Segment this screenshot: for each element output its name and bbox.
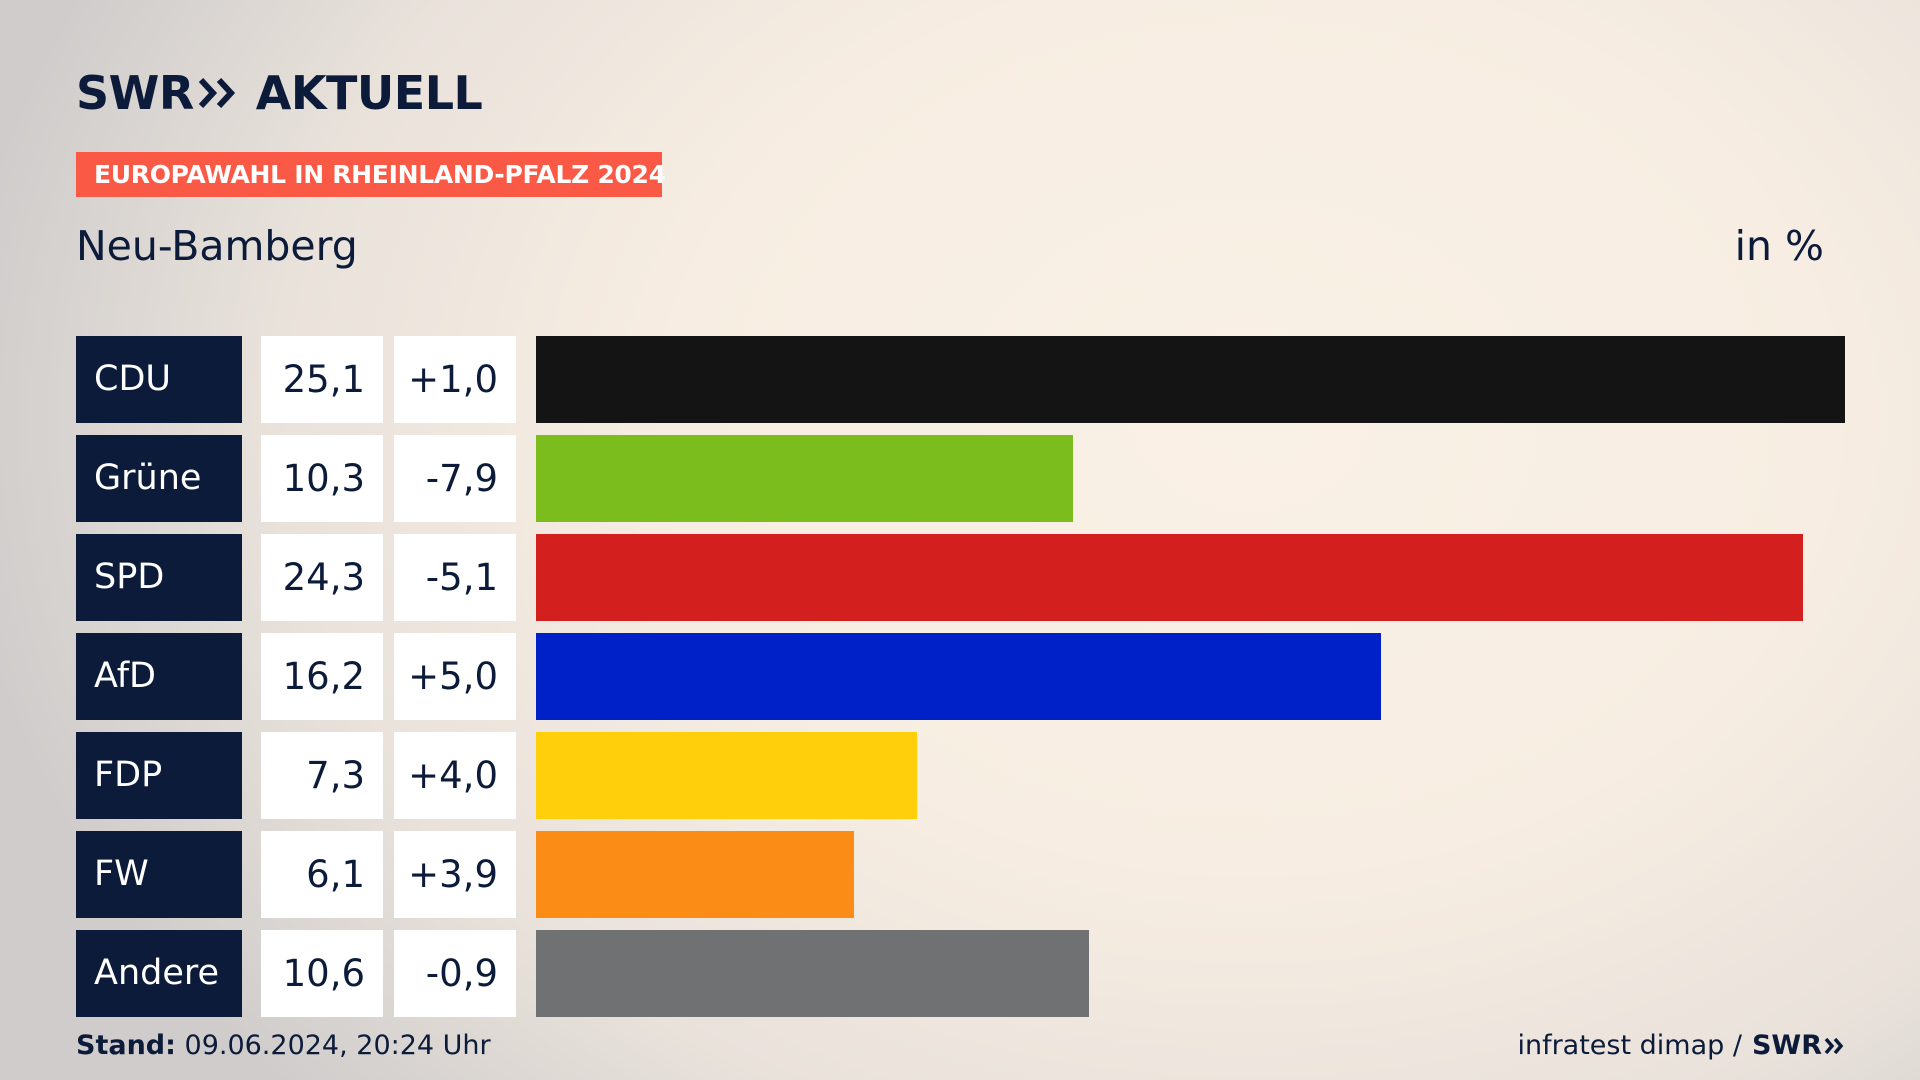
timestamp: Stand: 09.06.2024, 20:24 Uhr xyxy=(76,1030,491,1061)
result-row: FDP 7,3 +4,0 xyxy=(0,732,1920,819)
vote-share-label: 25,1 xyxy=(261,336,383,423)
result-row: Andere 10,6 -0,9 xyxy=(0,930,1920,1017)
vote-share-label: 10,3 xyxy=(261,435,383,522)
party-label: SPD xyxy=(76,534,242,621)
result-row: AfD 16,2 +5,0 xyxy=(0,633,1920,720)
logo-aktuell-text: AKTUELL xyxy=(255,66,483,120)
result-bar xyxy=(536,732,917,819)
double-chevron-icon xyxy=(1824,1037,1844,1054)
result-row: CDU 25,1 +1,0 xyxy=(0,336,1920,423)
vote-share-label: 16,2 xyxy=(261,633,383,720)
vote-share-label: 7,3 xyxy=(261,732,383,819)
party-label: CDU xyxy=(76,336,242,423)
mini-logo-text: SWR xyxy=(1751,1030,1822,1061)
result-bar xyxy=(536,930,1089,1017)
vote-share-label: 24,3 xyxy=(261,534,383,621)
party-label: FW xyxy=(76,831,242,918)
result-bar xyxy=(536,336,1845,423)
result-bar xyxy=(536,633,1381,720)
party-label: FDP xyxy=(76,732,242,819)
result-row: FW 6,1 +3,9 xyxy=(0,831,1920,918)
change-label: -0,9 xyxy=(394,930,516,1017)
result-bar xyxy=(536,435,1073,522)
result-bar xyxy=(536,534,1803,621)
source-text: infratest dimap / xyxy=(1517,1030,1742,1061)
unit-label: in % xyxy=(1734,222,1824,270)
change-label: +5,0 xyxy=(394,633,516,720)
swr-aktuell-logo: SWR AKTUELL xyxy=(76,66,483,120)
change-label: +1,0 xyxy=(394,336,516,423)
double-chevron-icon xyxy=(198,77,235,109)
vote-share-label: 10,6 xyxy=(261,930,383,1017)
region-title: Neu-Bamberg xyxy=(76,222,358,270)
swr-mini-logo: SWR xyxy=(1752,1030,1846,1061)
party-label: Grüne xyxy=(76,435,242,522)
result-row: Grüne 10,3 -7,9 xyxy=(0,435,1920,522)
logo-swr-text: SWR xyxy=(76,66,194,120)
change-label: -5,1 xyxy=(394,534,516,621)
source-credit: infratest dimap / SWR xyxy=(1517,1030,1846,1061)
party-label: Andere xyxy=(76,930,242,1017)
result-bar xyxy=(536,831,854,918)
timestamp-label: Stand: xyxy=(76,1030,176,1061)
result-row: SPD 24,3 -5,1 xyxy=(0,534,1920,621)
change-label: +4,0 xyxy=(394,732,516,819)
change-label: +3,9 xyxy=(394,831,516,918)
party-label: AfD xyxy=(76,633,242,720)
vote-share-label: 6,1 xyxy=(261,831,383,918)
election-tag: EUROPAWAHL IN RHEINLAND-PFALZ 2024 xyxy=(76,152,666,197)
change-label: -7,9 xyxy=(394,435,516,522)
timestamp-value: 09.06.2024, 20:24 Uhr xyxy=(184,1030,491,1061)
